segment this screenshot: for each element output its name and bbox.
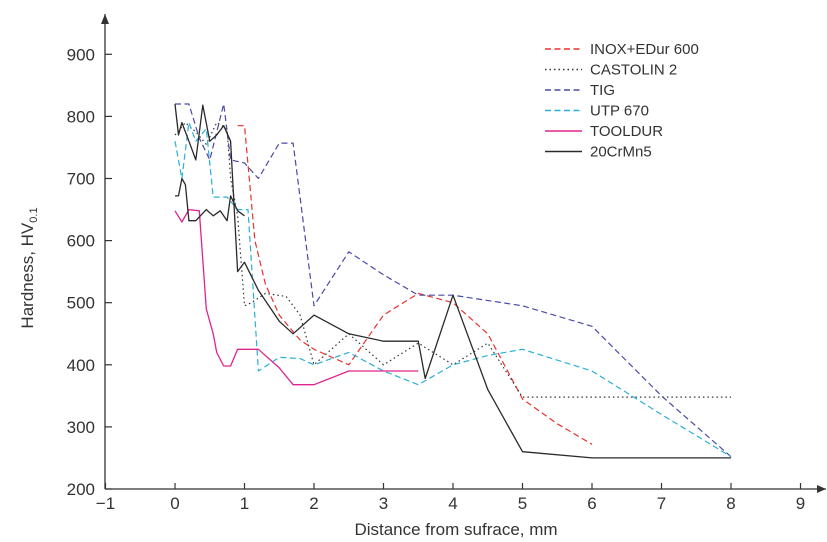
x-tick-label: 6	[587, 494, 596, 513]
y-tick-label: 700	[67, 170, 95, 189]
y-tick-label: 900	[67, 45, 95, 64]
series-line	[174, 208, 419, 386]
series-line-unlabeled	[175, 177, 245, 222]
x-tick-label: 8	[726, 494, 735, 513]
y-axis-title-main: Hardness, HV	[18, 222, 37, 328]
series-line	[174, 121, 731, 398]
legend-label: UTP 670	[590, 103, 649, 120]
y-axis-title-subscript: 0.1	[28, 207, 40, 222]
y-axis-title: Hardness, HV0.1	[18, 207, 40, 328]
x-tick-label: 7	[657, 494, 666, 513]
x-axis-title: Distance from sufrace, mm	[354, 520, 557, 539]
x-tick-label: 2	[309, 494, 318, 513]
x-tick-label: −1	[96, 494, 115, 513]
legend-label: INOX+EDur 600	[590, 41, 699, 58]
series-line	[175, 103, 732, 458]
legend-label: TOOLDUR	[590, 123, 663, 140]
x-tick-label: 1	[240, 494, 249, 513]
x-tick-label: 3	[379, 494, 388, 513]
y-tick-label: 600	[67, 232, 95, 251]
y-tick-label: 300	[67, 418, 95, 437]
y-tick-label: 200	[67, 480, 95, 499]
legend-label: TIG	[590, 82, 615, 99]
x-tick-label: 5	[518, 494, 527, 513]
legend-label: CASTOLIN 2	[590, 62, 677, 79]
y-tick-label: 400	[67, 356, 95, 375]
x-tick-label: 9	[796, 494, 805, 513]
legend: INOX+EDur 600 CASTOLIN 2 TIG UTP 670 TOOLDUR…	[545, 41, 699, 161]
series-line	[174, 121, 732, 458]
series-line	[237, 125, 593, 445]
series-line	[174, 103, 731, 459]
legend-label: 20CrMn5	[590, 144, 652, 161]
axes	[101, 14, 826, 493]
y-axis-arrow-icon	[101, 14, 109, 24]
x-tick-label: 0	[170, 494, 179, 513]
x-tick-label: 4	[448, 494, 457, 513]
x-axis-arrow-icon	[817, 485, 826, 493]
y-tick-label: 500	[67, 294, 95, 313]
series-layer	[174, 103, 732, 459]
ticks: −1 0 1 2 3 4 5 6 7 8 9 200 300 400 500 600 700 800 900	[67, 45, 806, 513]
y-tick-label: 800	[67, 107, 95, 126]
